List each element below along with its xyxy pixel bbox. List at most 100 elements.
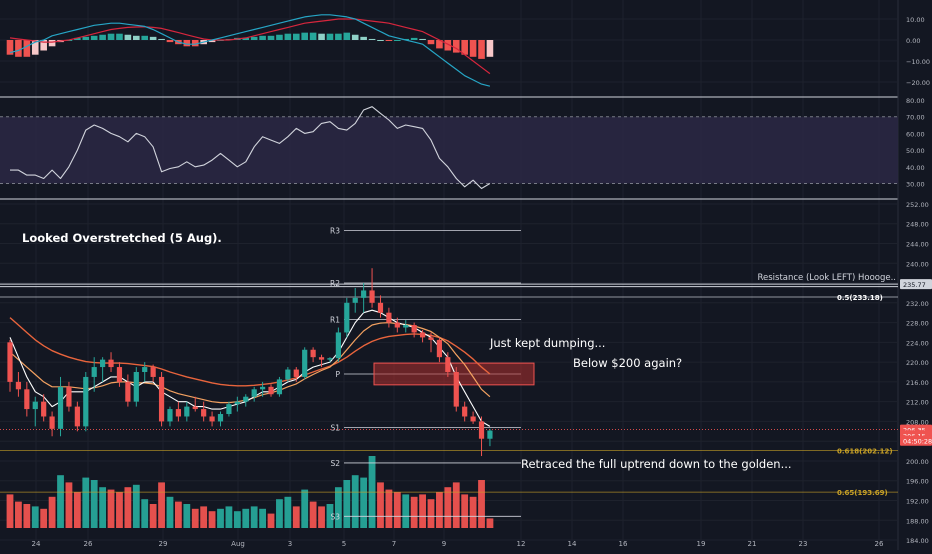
annotation-text: Retraced the full uptrend down to the go… (521, 457, 792, 471)
candle-body (226, 404, 232, 415)
candle-body (327, 358, 333, 360)
macd-histogram-bar (259, 35, 266, 40)
volume-bar (233, 511, 241, 528)
candle-body (377, 302, 384, 313)
pivot-label: S3 (330, 512, 340, 521)
volume-bar (469, 496, 477, 528)
candle-body (234, 401, 240, 405)
ema-slow-line (9, 317, 491, 387)
volume-bar (419, 494, 426, 528)
macd-histogram-bar (326, 33, 334, 40)
volume-bar (175, 501, 182, 528)
macd-histogram-bar (385, 40, 393, 41)
macd-line (9, 14, 491, 87)
candle-body (487, 430, 493, 439)
volume-bar (107, 489, 115, 528)
candle-body (445, 357, 451, 372)
macd-histogram-bar (15, 40, 22, 57)
candle-body (462, 406, 468, 417)
candle-body (175, 409, 181, 417)
volume-bar (31, 506, 39, 528)
volume-bar (57, 475, 64, 528)
volume-bar (158, 482, 165, 528)
volume-bar (326, 504, 334, 528)
macd-histogram-bar (318, 33, 325, 40)
macd-histogram-bar (284, 33, 292, 40)
macd-histogram-bar (191, 40, 199, 47)
volume-bar (73, 492, 81, 528)
macd-histogram-bar (335, 33, 342, 40)
rsi-tick-label: 50.00 (906, 147, 925, 155)
date-tick-label: 3 (288, 540, 292, 548)
macd-histogram-bar (267, 35, 275, 40)
candle-body (453, 372, 459, 407)
date-tick-label: 12 (517, 540, 526, 548)
volume-bar (225, 506, 233, 528)
date-tick-label: 29 (159, 540, 168, 548)
macd-histogram-bar (31, 40, 39, 55)
price-tick-label: 184.00 (906, 537, 929, 545)
volume-bar (486, 518, 494, 528)
volume-bar (436, 492, 443, 528)
price-tag-box (900, 279, 932, 290)
rsi-tick-label: 30.00 (906, 181, 925, 189)
volume-bar (65, 482, 73, 528)
macd-histogram-bar (486, 40, 494, 57)
macd-histogram-bar (377, 40, 384, 41)
volume-bar (242, 508, 250, 528)
price-tag-label: 235.77 (903, 281, 926, 289)
macd-histogram-bar (166, 40, 174, 43)
price-tick-label: 232.00 (906, 300, 929, 308)
ema-fast-line (9, 309, 491, 427)
price-tick-label: 244.00 (906, 240, 929, 248)
macd-histogram-bar (444, 40, 452, 51)
macd-histogram-bar (107, 33, 115, 40)
candle-body (66, 386, 72, 407)
price-tick-label: 188.00 (906, 517, 929, 525)
price-tick-label: 224.00 (906, 339, 929, 347)
candle-body (142, 367, 148, 372)
volume-bar (461, 494, 469, 528)
pivot-label: R1 (330, 316, 340, 325)
pivot-label: S1 (330, 423, 340, 432)
volume-bar (318, 506, 325, 528)
macd-histogram-bar (461, 40, 468, 55)
macd-histogram-bar (82, 36, 90, 40)
resistance-label: Resistance (Look LEFT) Hoooge.. (757, 273, 896, 283)
candle-body (209, 416, 215, 422)
volume-bar (393, 492, 401, 528)
candle-body (310, 349, 316, 358)
volume-bar (250, 506, 258, 528)
macd-histogram-bar (427, 40, 435, 45)
macd-histogram-bar (343, 32, 351, 40)
candle-body (184, 406, 190, 417)
volume-bar (343, 480, 351, 528)
date-tick-label: 19 (697, 540, 706, 548)
macd-histogram-bar (309, 32, 317, 40)
annotation-text: Just kept dumping... (489, 336, 605, 350)
macd-histogram-bar (6, 40, 14, 55)
volume-bar (40, 508, 48, 528)
macd-histogram-bar (40, 40, 47, 51)
pivot-label: P (335, 370, 340, 379)
candle-body (91, 367, 97, 377)
macd-tick-label: −20.00 (906, 79, 930, 87)
volume-bar (166, 496, 174, 528)
volume-bar (452, 482, 460, 528)
candle-body (83, 376, 89, 427)
candle-body (411, 325, 417, 333)
rsi-band (0, 116, 898, 184)
price-tick-label: 196.00 (906, 478, 929, 486)
candle-body (276, 379, 283, 395)
candle-body (116, 367, 123, 382)
annotation-text: Looked Overstretched (5 Aug). (22, 231, 222, 245)
date-tick-label: 24 (32, 540, 41, 548)
date-tick-label: 23 (799, 540, 808, 548)
macd-histogram-bar (351, 34, 359, 40)
candle-body (57, 386, 64, 429)
volume-bar (292, 506, 300, 528)
candle-body (369, 290, 375, 303)
candle-body (158, 376, 165, 422)
volume-bar (334, 487, 342, 528)
